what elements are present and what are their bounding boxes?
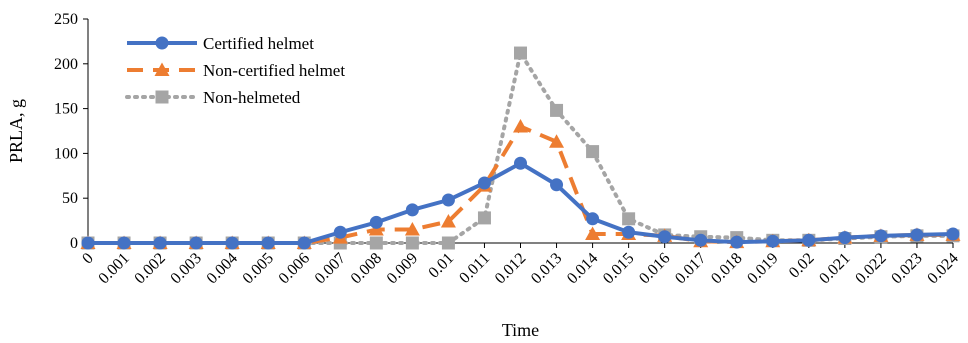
x-tick-label: 0.016 (636, 250, 673, 287)
data-point (622, 212, 636, 226)
legend-marker (155, 90, 169, 104)
x-tick-label: 0.004 (204, 250, 241, 287)
data-point (440, 213, 456, 228)
x-tick-label: 0.017 (672, 250, 709, 287)
data-point (225, 236, 239, 250)
x-tick-label: 0 (79, 250, 97, 268)
y-tick-label: 100 (54, 145, 78, 162)
data-point (404, 222, 420, 236)
legend-entry: Certified helmet (127, 34, 314, 53)
data-point (441, 236, 455, 250)
data-point (369, 236, 383, 250)
x-tick-label: 0.015 (600, 250, 637, 287)
data-point (153, 236, 167, 250)
y-tick-label: 200 (54, 56, 78, 73)
series-circle (81, 156, 960, 250)
data-point (585, 226, 601, 241)
data-point (369, 215, 383, 229)
data-point (586, 145, 600, 159)
legend-label: Non-certified helmet (203, 61, 345, 80)
y-tick-label: 150 (54, 101, 78, 118)
data-point (586, 212, 600, 226)
series-line (88, 124, 953, 245)
x-tick-label: 0.014 (564, 250, 601, 287)
data-point (333, 225, 347, 239)
data-point (477, 176, 491, 190)
data-point (910, 228, 924, 242)
x-tick-label: 0.013 (528, 250, 565, 287)
data-point (838, 231, 852, 245)
data-point (946, 227, 960, 241)
series-layer (80, 46, 961, 250)
data-point (694, 233, 708, 247)
data-point (802, 233, 816, 247)
data-point (549, 134, 565, 148)
x-tick-label: 0.02 (786, 250, 818, 282)
data-point (261, 236, 275, 250)
x-axis-title: Time (502, 320, 539, 340)
data-point (658, 230, 672, 244)
data-point (514, 156, 527, 170)
data-point (117, 236, 131, 250)
legend-marker (155, 36, 169, 50)
x-tick-label: 0.018 (708, 250, 745, 287)
x-tick-label: 0.007 (312, 250, 349, 287)
y-tick-label: 0 (70, 235, 78, 252)
data-point (622, 225, 636, 239)
x-tick-label: 0.024 (924, 250, 961, 287)
data-point (550, 103, 564, 117)
x-tick-label: 0.023 (888, 250, 925, 287)
data-point (513, 119, 528, 133)
legend-label: Non-helmeted (203, 88, 301, 107)
x-tick-label: 0.002 (131, 250, 168, 287)
series-line (88, 161, 954, 245)
legend-entry: Non-certified helmet (127, 61, 345, 80)
data-point (81, 236, 95, 250)
data-point (550, 178, 564, 192)
data-point (730, 235, 744, 249)
series-triangle (80, 119, 961, 249)
x-tick-label: 0.011 (456, 250, 493, 287)
series-line (86, 51, 955, 245)
x-tick-label: 0.001 (95, 250, 132, 287)
y-tick-label: 250 (54, 11, 78, 28)
x-tick-label: 0.006 (276, 250, 313, 287)
data-point (297, 236, 311, 250)
data-point (405, 236, 419, 250)
x-tick-label: 0.008 (348, 250, 385, 287)
y-axis-title: PRLA, g (6, 99, 26, 163)
data-point (405, 203, 419, 217)
legend: Certified helmet Non-certified helmet Non-… (125, 34, 345, 107)
x-tick-label: 0.019 (744, 250, 781, 287)
x-axis: 00.0010.0020.0030.0040.0050.0060.0070.00… (79, 242, 962, 287)
x-tick-label: 0.021 (816, 250, 853, 287)
data-point (189, 236, 203, 250)
x-tick-label: 0.005 (240, 250, 277, 287)
y-axis: 0 50 100 150 200 250 (54, 11, 89, 252)
data-point (766, 234, 780, 248)
legend-marker (154, 62, 170, 76)
x-tick-label: 0.01 (425, 250, 457, 282)
legend-label: Certified helmet (203, 34, 314, 53)
x-tick-label: 0.012 (492, 250, 529, 287)
data-point (441, 193, 455, 207)
x-tick-label: 0.003 (167, 250, 204, 287)
data-point (477, 211, 491, 225)
legend-entry: Non-helmeted (125, 88, 301, 107)
x-tick-label: 0.022 (852, 250, 889, 287)
y-tick-label: 50 (62, 190, 78, 207)
data-point (514, 46, 527, 60)
x-tick-label: 0.009 (384, 250, 421, 287)
data-point (874, 229, 888, 243)
